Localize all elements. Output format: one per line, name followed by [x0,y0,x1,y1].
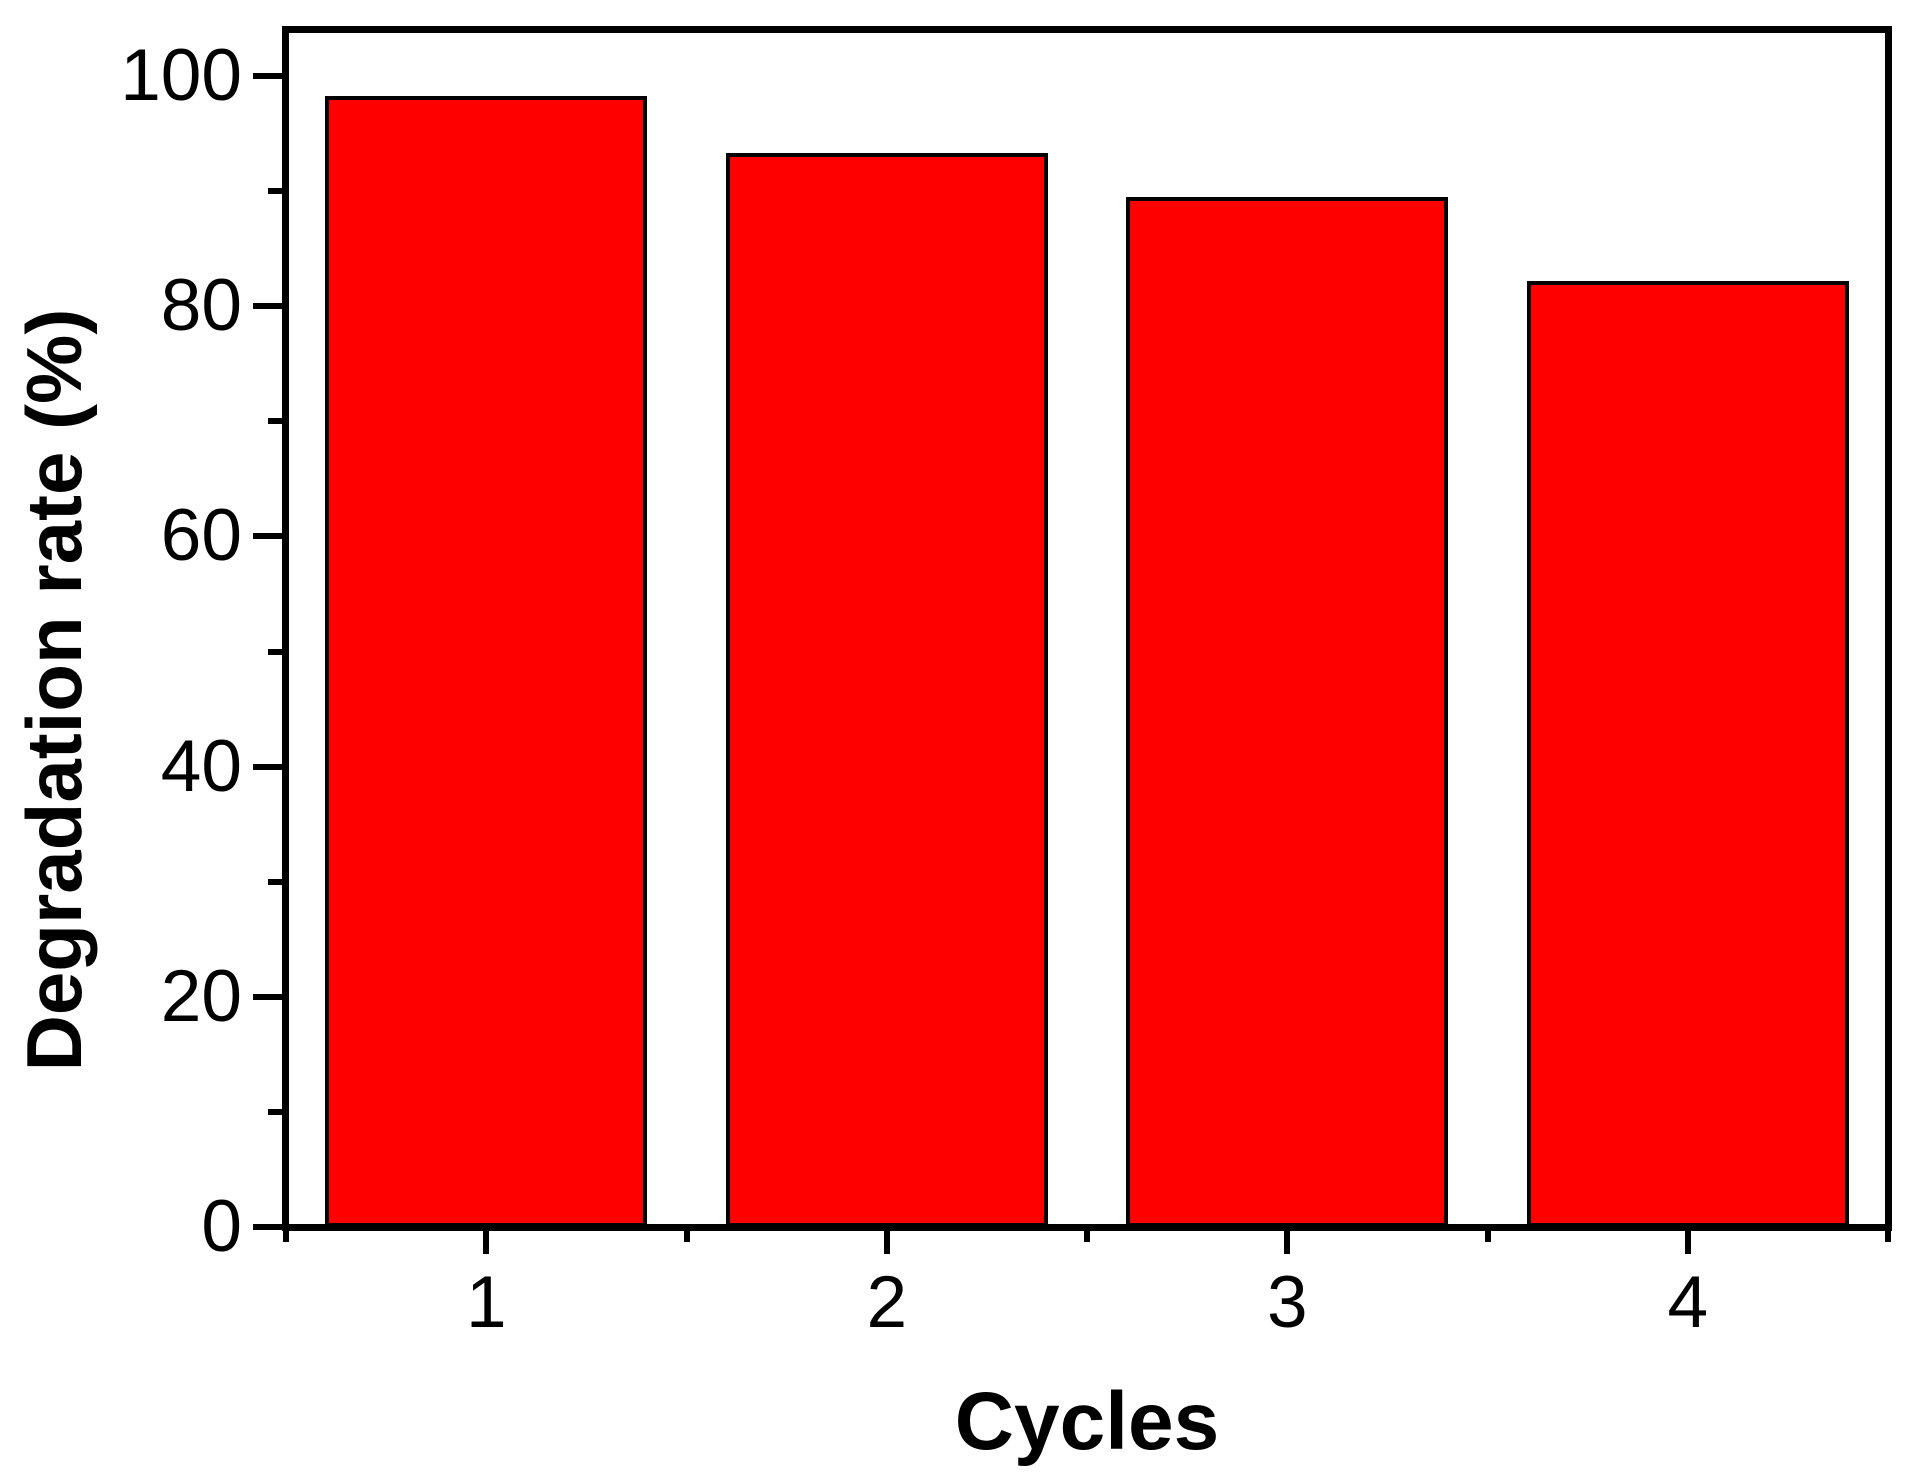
y-major-tick [253,73,283,79]
bar-cycle-4 [1526,280,1849,1227]
y-minor-tick [268,648,283,655]
y-major-tick [253,993,283,1000]
y-major-tick [253,763,283,770]
x-minor-tick [1084,1230,1090,1242]
x-minor-tick [1484,1230,1491,1242]
y-tick-label: 100 [120,35,242,116]
y-tick-label: 80 [160,265,242,347]
x-axis-title: Cycles [954,1376,1220,1467]
x-tick-label: 2 [866,1262,908,1343]
x-major-tick [483,1230,490,1254]
bar-cycle-3 [1126,196,1449,1227]
x-tick-label: 3 [1266,1262,1308,1343]
y-major-tick [253,303,283,310]
y-axis-title: Degradation rate (%) [10,308,98,1072]
y-tick-label: 0 [201,1186,242,1267]
x-minor-tick [1885,1230,1891,1242]
x-minor-tick [683,1230,690,1242]
y-minor-tick [268,1108,283,1115]
x-major-tick [1684,1230,1691,1254]
y-major-tick [253,1224,283,1230]
y-minor-tick [268,188,283,195]
x-minor-tick [283,1230,289,1242]
y-tick-label: 20 [160,955,242,1037]
x-tick-label: 1 [465,1262,507,1343]
y-tick-label: 40 [160,725,242,807]
plot-area: 0 20 40 60 80 100 1 2 3 4 Cycles [120,26,1892,1466]
x-tick-label: 4 [1667,1262,1709,1343]
bar-cycle-2 [725,153,1048,1227]
x-major-tick [883,1230,890,1254]
bar-cycle-1 [325,95,648,1227]
y-minor-tick [268,418,283,425]
y-tick-label: 60 [160,495,242,577]
y-minor-tick [268,878,283,885]
x-major-tick [1284,1230,1291,1254]
y-major-tick [253,533,283,540]
